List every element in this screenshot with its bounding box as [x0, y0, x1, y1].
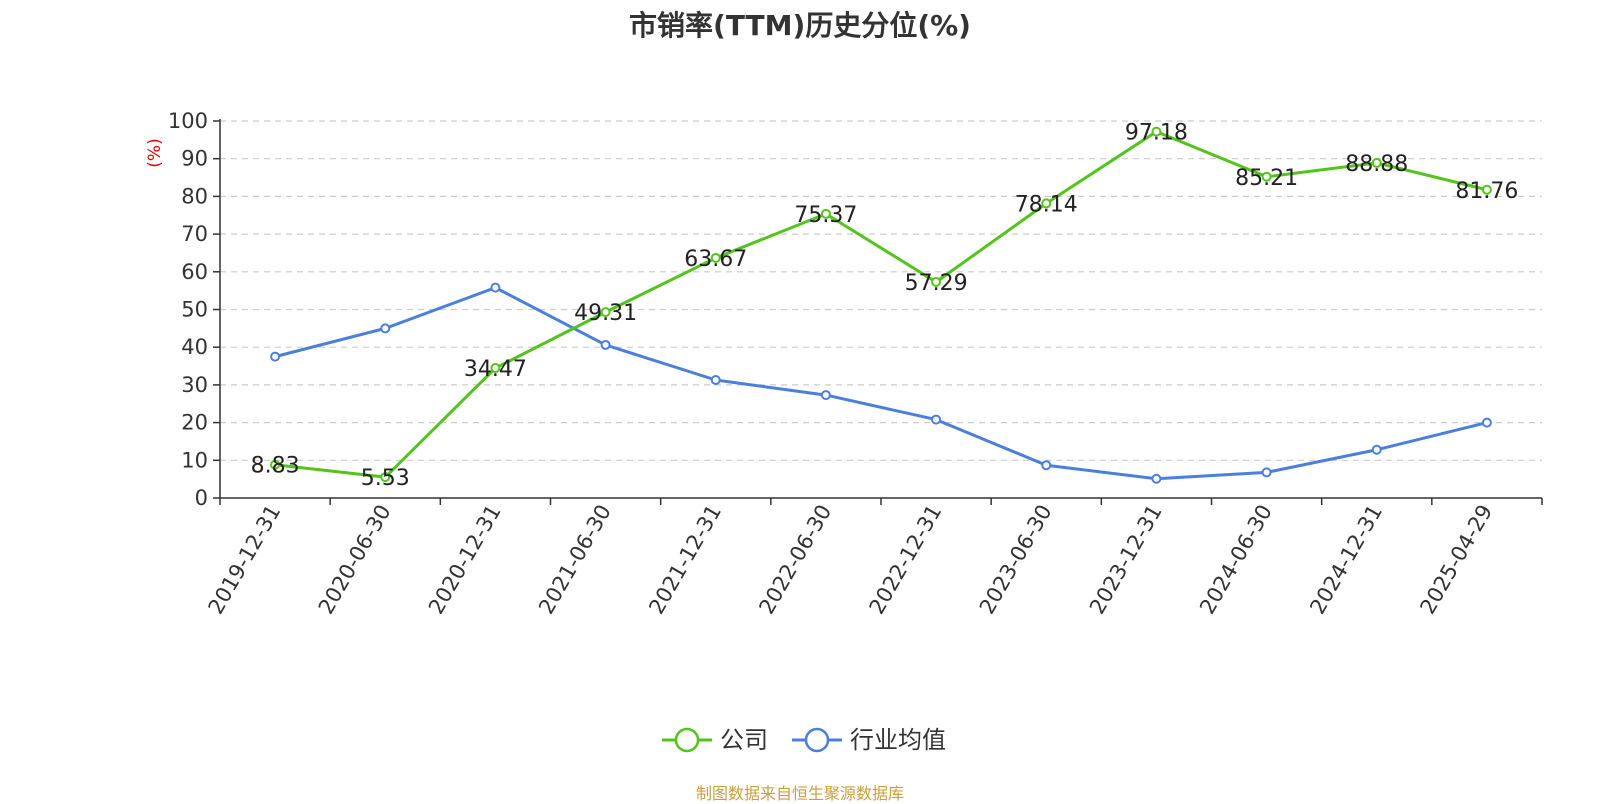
legend-label: 公司	[720, 726, 768, 754]
x-tick-label: 2025-04-29	[1415, 501, 1497, 619]
data-label: 81.76	[1455, 179, 1518, 204]
legend-item-industry[interactable]: 行业均值	[792, 726, 946, 754]
data-point-industry	[1041, 460, 1052, 471]
data-point-industry	[600, 339, 611, 350]
data-point-company	[380, 472, 391, 483]
data-point-company	[710, 252, 721, 263]
data-label: 57.29	[905, 271, 968, 296]
data-point-company	[931, 277, 942, 288]
data-point-company	[820, 208, 831, 219]
y-tick-label: 30	[181, 373, 208, 397]
axes: 0 10 20 30 40 50 60 70 80 90 100 2019-12-31 2020-06-…	[168, 109, 1543, 619]
y-tick-label: 60	[181, 260, 208, 284]
data-label: 49.31	[574, 301, 637, 326]
series-line-company	[274, 130, 1488, 479]
y-tick-label: 0	[195, 486, 208, 510]
y-tick-label: 20	[181, 411, 208, 435]
data-point-company	[1261, 171, 1272, 182]
data-point-industry	[820, 390, 831, 401]
x-tick-label: 2021-12-31	[644, 501, 726, 619]
data-label: 8.83	[251, 454, 300, 479]
grid-lines	[220, 120, 1542, 461]
data-point-industry	[270, 351, 281, 362]
data-label: 5.53	[361, 466, 410, 491]
data-point-company	[1481, 184, 1492, 195]
x-tick-label: 2023-12-31	[1085, 501, 1167, 619]
x-tick-label: 2019-12-31	[204, 501, 286, 619]
legend-circle-icon	[674, 727, 700, 753]
x-tick-label: 2020-12-31	[424, 501, 506, 619]
data-point-industry	[490, 282, 501, 293]
data-label: 75.37	[794, 203, 857, 228]
data-point-company	[490, 363, 501, 374]
y-tick-label: 90	[181, 147, 208, 171]
data-point-industry	[931, 414, 942, 425]
data-point-industry	[710, 374, 721, 385]
chart-title: 市销率(TTM)历史分位(%)	[629, 9, 971, 42]
data-point-company	[1371, 157, 1382, 168]
data-label: 78.14	[1015, 192, 1078, 217]
y-tick-label: 100	[168, 109, 208, 133]
source-footer: 制图数据来自恒生聚源数据库	[695, 784, 904, 803]
data-point-company	[600, 307, 611, 318]
x-tick-label: 2024-12-31	[1305, 501, 1387, 619]
series-lines	[270, 126, 1492, 484]
x-tick-label: 2022-06-30	[754, 501, 836, 619]
x-tick-label: 2020-06-30	[314, 501, 396, 619]
legend-item-company[interactable]: 公司	[662, 726, 768, 754]
x-tick-label: 2022-12-31	[865, 501, 947, 619]
data-point-industry	[1261, 467, 1272, 478]
data-labels: 8.83 5.53 34.47 49.31 63.67 75.37 57.29 78.14 97…	[251, 121, 1519, 492]
legend-label: 行业均值	[850, 726, 946, 754]
data-point-industry	[1151, 473, 1162, 484]
data-point-industry	[380, 323, 391, 334]
data-point-company	[1151, 126, 1162, 137]
y-tick-label: 10	[181, 448, 208, 472]
legend[interactable]: 公司 行业均值	[662, 726, 946, 754]
x-tick-label: 2023-06-30	[975, 501, 1057, 619]
y-axis-unit-label: (%)	[145, 138, 165, 167]
data-point-industry	[1371, 444, 1382, 455]
data-point-company	[1041, 198, 1052, 209]
data-label: 88.88	[1345, 152, 1408, 177]
data-label: 63.67	[684, 247, 747, 272]
legend-circle-icon	[804, 727, 830, 753]
data-point-industry	[1481, 417, 1492, 428]
y-tick-label: 80	[181, 184, 208, 208]
data-label: 85.21	[1235, 166, 1298, 191]
series-line-industry	[274, 286, 1488, 481]
data-label: 34.47	[464, 357, 527, 382]
y-tick-label: 50	[181, 298, 208, 322]
data-label: 97.18	[1125, 121, 1188, 146]
x-tick-label: 2021-06-30	[534, 501, 616, 619]
y-tick-label: 70	[181, 222, 208, 246]
data-point-company	[270, 459, 281, 470]
x-tick-label: 2024-06-30	[1195, 501, 1277, 619]
y-tick-label: 40	[181, 335, 208, 359]
